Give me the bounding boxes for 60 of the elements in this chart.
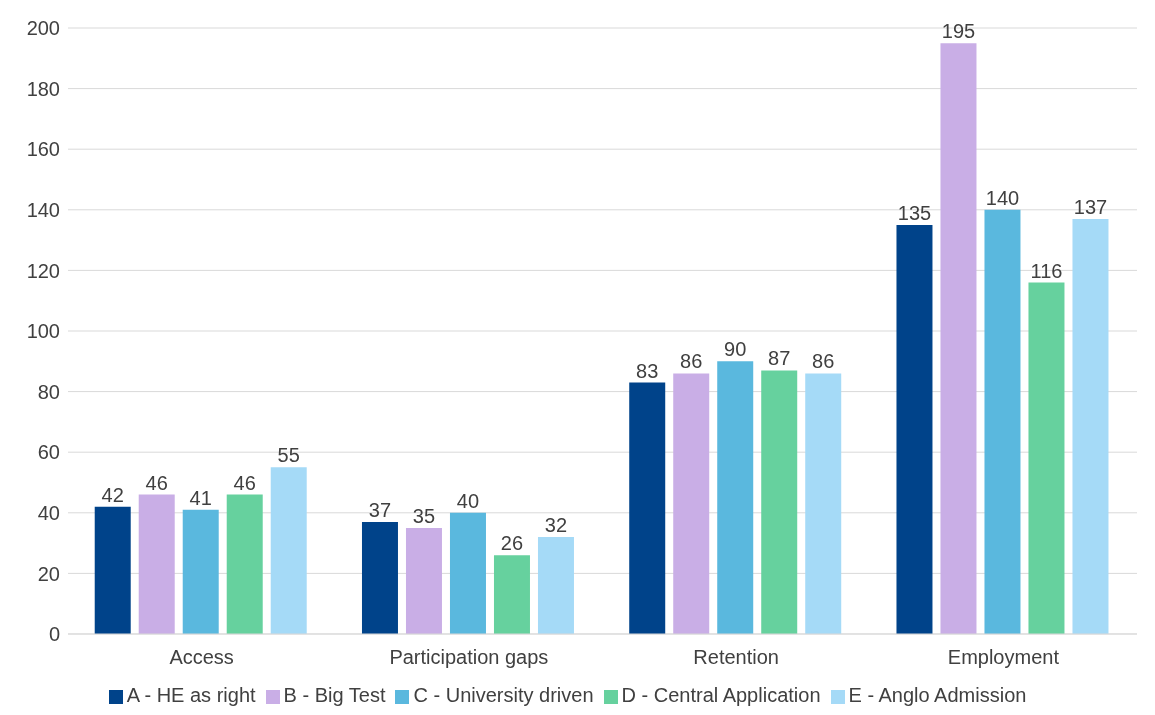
data-label: 116 xyxy=(1030,259,1063,282)
bar xyxy=(449,512,486,634)
bar xyxy=(270,467,307,634)
data-label: 135 xyxy=(897,201,932,224)
data-label: 137 xyxy=(1073,195,1108,218)
bar xyxy=(94,506,131,634)
bar xyxy=(1072,218,1109,634)
data-label: 26 xyxy=(500,532,524,555)
bar xyxy=(896,224,933,634)
data-label: 195 xyxy=(941,20,976,43)
legend-label: C - University driven xyxy=(413,684,594,706)
y-tick-label: 80 xyxy=(37,380,60,403)
data-label: 42 xyxy=(101,483,124,506)
y-tick-label: 60 xyxy=(37,441,60,464)
x-tick-label: Access xyxy=(169,646,234,669)
bar xyxy=(673,373,710,634)
y-tick-label: 40 xyxy=(37,501,60,524)
bar xyxy=(717,361,754,634)
x-tick-label: Retention xyxy=(693,646,779,669)
bar xyxy=(138,494,175,634)
bar xyxy=(940,43,977,634)
y-tick-label: 120 xyxy=(26,259,60,282)
data-label: 83 xyxy=(636,359,659,382)
data-label: 40 xyxy=(456,489,480,512)
data-label: 86 xyxy=(812,350,835,373)
data-label: 46 xyxy=(233,471,256,494)
bar xyxy=(1028,282,1065,634)
x-tick-label: Employment xyxy=(947,646,1060,669)
data-label: 46 xyxy=(145,471,168,494)
data-label: 90 xyxy=(724,338,747,361)
y-tick-label: 160 xyxy=(26,138,60,161)
data-label: 37 xyxy=(368,498,392,521)
y-tick-label: 0 xyxy=(48,623,60,646)
data-label: 32 xyxy=(544,514,568,537)
legend-label: B - Big Test xyxy=(283,684,386,706)
bar xyxy=(761,370,798,634)
data-label: 140 xyxy=(985,186,1020,209)
y-tick-label: 200 xyxy=(26,17,60,40)
data-label: 55 xyxy=(277,444,300,467)
y-tick-label: 20 xyxy=(37,562,60,585)
bar xyxy=(182,509,219,634)
bar xyxy=(493,555,530,634)
y-tick-label: 180 xyxy=(26,77,60,100)
bar xyxy=(629,382,666,634)
bar xyxy=(405,527,442,634)
data-label: 87 xyxy=(768,347,791,370)
bar xyxy=(226,494,263,634)
legend-label: A - HE as right xyxy=(126,684,256,706)
bar xyxy=(537,537,574,634)
bar xyxy=(361,521,398,634)
x-tick-label: Participation gaps xyxy=(389,646,549,669)
legend-label: D - Central Application xyxy=(621,684,821,706)
data-label: 41 xyxy=(189,486,212,509)
bar xyxy=(805,373,842,634)
legend-label: E - Anglo Admission xyxy=(848,684,1027,706)
data-label: 86 xyxy=(680,350,703,373)
bar xyxy=(984,209,1021,634)
y-tick-label: 100 xyxy=(26,320,60,343)
data-label: 35 xyxy=(412,504,436,527)
y-tick-label: 140 xyxy=(26,198,60,221)
